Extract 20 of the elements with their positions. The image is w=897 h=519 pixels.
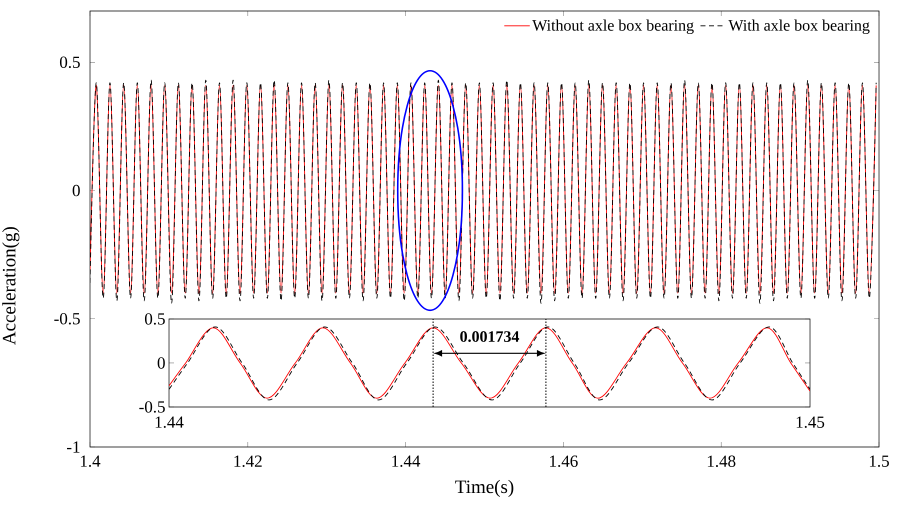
legend-label: With axle box bearing <box>728 20 870 34</box>
x-tick-label: 1.5 <box>870 456 889 467</box>
legend-label: Without axle box bearing <box>532 20 694 34</box>
x-tick-label: 1.4 <box>80 456 100 467</box>
x-tick-label: 1.48 <box>708 456 736 467</box>
y-tick-label: -0.5 <box>54 312 80 324</box>
x-tick-label: 1.42 <box>234 456 262 467</box>
y-tick-label: -0.5 <box>139 401 165 413</box>
y-tick-label: 0.5 <box>144 313 165 325</box>
x-axis-title: Time(s) <box>455 480 514 498</box>
annotation: 0.001734 <box>460 331 520 342</box>
y-tick-label: -1 <box>67 441 80 453</box>
y-tick-label: 0 <box>158 357 165 369</box>
x-tick-label: 1.44 <box>392 456 420 467</box>
y-tick-label: 0 <box>72 184 80 196</box>
x-tick-label: 1.45 <box>796 416 824 428</box>
x-tick-label: 1.46 <box>550 456 578 467</box>
y-tick-label: 0.5 <box>60 56 80 68</box>
y-axis-title: Acceleration(g) <box>2 227 20 345</box>
x-tick-label: 1.44 <box>156 416 184 428</box>
